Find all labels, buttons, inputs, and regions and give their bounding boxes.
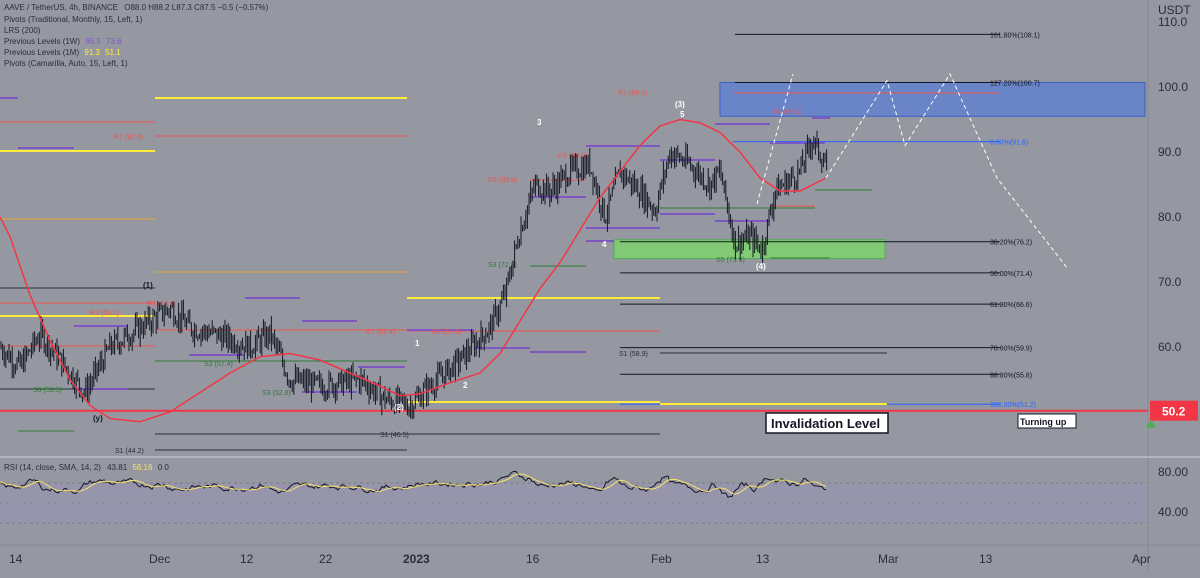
lrs-curve xyxy=(0,118,827,423)
invalidation-label: Invalidation Level xyxy=(771,416,880,431)
price-tick-label: 100.0 xyxy=(1158,80,1188,94)
pivot-label: R1 (96.1) xyxy=(773,109,802,116)
time-tick-label: 13 xyxy=(756,552,770,566)
pivot-label: R3 (85.8) xyxy=(488,177,517,184)
wave-label: (y) xyxy=(93,414,103,423)
wave-label: (2) xyxy=(394,403,404,412)
pivot-label: R1 (92.4) xyxy=(114,134,143,141)
indicator-pivots-camarilla[interactable]: Pivots (Camarilla, Auto, 15, Left, 1) xyxy=(4,59,128,69)
pivot-label: R3 (65.1) xyxy=(90,310,119,317)
price-tick-label: 80.0 xyxy=(1158,210,1182,224)
wave-label: (1) xyxy=(143,281,153,290)
fib-level-label: 88.80%(55.8) xyxy=(990,372,1032,379)
pivot-label: S1 (44.2) xyxy=(115,448,144,455)
pivot-label: R3 (61.6) xyxy=(432,329,461,336)
pivot-label: S1 (46.5) xyxy=(380,432,409,439)
pivot-label: S3 (52.8) xyxy=(262,390,291,397)
turning-up-box xyxy=(1017,413,1077,429)
rsi-value: 43.81 xyxy=(107,463,128,472)
time-tick-label: 16 xyxy=(526,552,540,566)
rsi-tick-label: 40.00 xyxy=(1158,505,1188,519)
rsi-tick-label: 80.00 xyxy=(1158,465,1188,479)
time-tick-label: 13 xyxy=(979,552,993,566)
fib-level-label: 50.00%(71.4) xyxy=(990,271,1032,278)
indicator-value: 91.3 xyxy=(84,48,100,57)
price-tick-label: 60.0 xyxy=(1158,340,1182,354)
current-price-badge-text: 50.2 xyxy=(1162,405,1186,419)
wave-label: 4 xyxy=(602,240,607,249)
time-tick-label: 12 xyxy=(240,552,254,566)
pivot-label: S3 (72.6) xyxy=(488,262,517,269)
turning-up-label: Turning up xyxy=(1020,417,1067,427)
pivot-label: R1 (99.1) xyxy=(618,90,647,97)
time-tick-label: Feb xyxy=(651,552,672,566)
pivot-label: R1 (62.4) xyxy=(366,329,395,336)
time-tick-label: 14 xyxy=(9,552,23,566)
rsi-band xyxy=(0,483,1148,523)
pivot-label: S3 (53.5) xyxy=(33,387,62,394)
pivot-label: S1 (58.9) xyxy=(619,351,648,358)
rsi-extra: 0 0 xyxy=(157,463,169,472)
wave-label: (3) xyxy=(675,100,685,109)
time-tick-label: Dec xyxy=(149,552,170,566)
indicator-prev-levels-1m[interactable]: Previous Levels (1M) 91.3 51.1 xyxy=(4,48,121,58)
candles-group xyxy=(0,130,828,420)
wave-label: 2 xyxy=(463,381,468,390)
indicator-value: 95.5 xyxy=(85,37,101,46)
rsi-sma-line xyxy=(0,473,827,495)
projection-path xyxy=(756,73,794,205)
up-arrow-icon xyxy=(1146,420,1156,428)
indicator-label: Pivots (Traditional, Monthly, 15, Left, … xyxy=(4,15,143,24)
price-tick-label: 110.0 xyxy=(1158,15,1187,29)
invalidation-label-box xyxy=(765,412,889,434)
indicator-prev-levels-1w[interactable]: Previous Levels (1W) 95.5 73.6 xyxy=(4,37,122,47)
pivot-label: S5 (73.3) xyxy=(716,257,745,264)
indicator-label: LRS (200) xyxy=(4,26,41,35)
time-tick-label: Apr xyxy=(1132,552,1151,566)
time-tick-label: Mar xyxy=(878,552,899,566)
target-zone xyxy=(719,81,1146,117)
fib-level-label: 0.00%(91.6) xyxy=(990,140,1028,147)
ohlc-values: O88.0 H88.2 L87.3 C87.5 −0.5 (−0.57%) xyxy=(124,3,269,12)
fib-level-label: 161.80%(108.1) xyxy=(990,32,1040,39)
rsi-label: RSI (14, close, SMA, 14, 2) xyxy=(4,463,101,472)
price-tick-label: 70.0 xyxy=(1158,275,1182,289)
projection-path xyxy=(825,72,1069,270)
fib-level-label: 100.00%(51.2) xyxy=(990,402,1036,409)
fib-level-label: 127.20%(100.7) xyxy=(990,80,1040,87)
pivot-label: R3 (66.6) xyxy=(147,301,176,308)
indicator-value: 73.6 xyxy=(106,37,122,46)
currency-label: USDT xyxy=(1158,3,1191,17)
time-tick-label: 2023 xyxy=(403,552,430,566)
wave-label: 5 xyxy=(680,110,685,119)
price-tick-label: 90.0 xyxy=(1158,145,1182,159)
rsi-sma-value: 56.16 xyxy=(132,463,153,472)
pivot-label: S3 (57.4) xyxy=(204,361,233,368)
rsi-header[interactable]: RSI (14, close, SMA, 14, 2) 43.81 56.16 … xyxy=(4,463,169,473)
current-price-badge xyxy=(1150,400,1198,421)
wave-label: 3 xyxy=(537,118,542,127)
rsi-line xyxy=(0,470,827,498)
symbol-title: AAVE / TetherUS, 4h, BINANCE xyxy=(4,3,118,12)
time-tick-label: 22 xyxy=(319,552,333,566)
indicator-label: Previous Levels (1W) xyxy=(4,37,81,46)
symbol-header: AAVE / TetherUS, 4h, BINANCE O88.0 H88.2… xyxy=(4,3,268,13)
fib-level-label: 38.20%(76.2) xyxy=(990,240,1032,247)
fib-level-label: 61.80%(66.6) xyxy=(990,302,1032,309)
wave-label: 1 xyxy=(415,339,420,348)
fib-level-label: 78.60%(59.9) xyxy=(990,346,1032,353)
indicator-label: Pivots (Camarilla, Auto, 15, Left, 1) xyxy=(4,59,128,68)
wave-label: (4) xyxy=(756,262,766,271)
indicator-label: Previous Levels (1M) xyxy=(4,48,80,57)
indicator-pivots-traditional[interactable]: Pivots (Traditional, Monthly, 15, Left, … xyxy=(4,15,142,25)
indicator-value: 51.1 xyxy=(105,48,121,57)
indicator-lrs[interactable]: LRS (200) xyxy=(4,26,40,36)
